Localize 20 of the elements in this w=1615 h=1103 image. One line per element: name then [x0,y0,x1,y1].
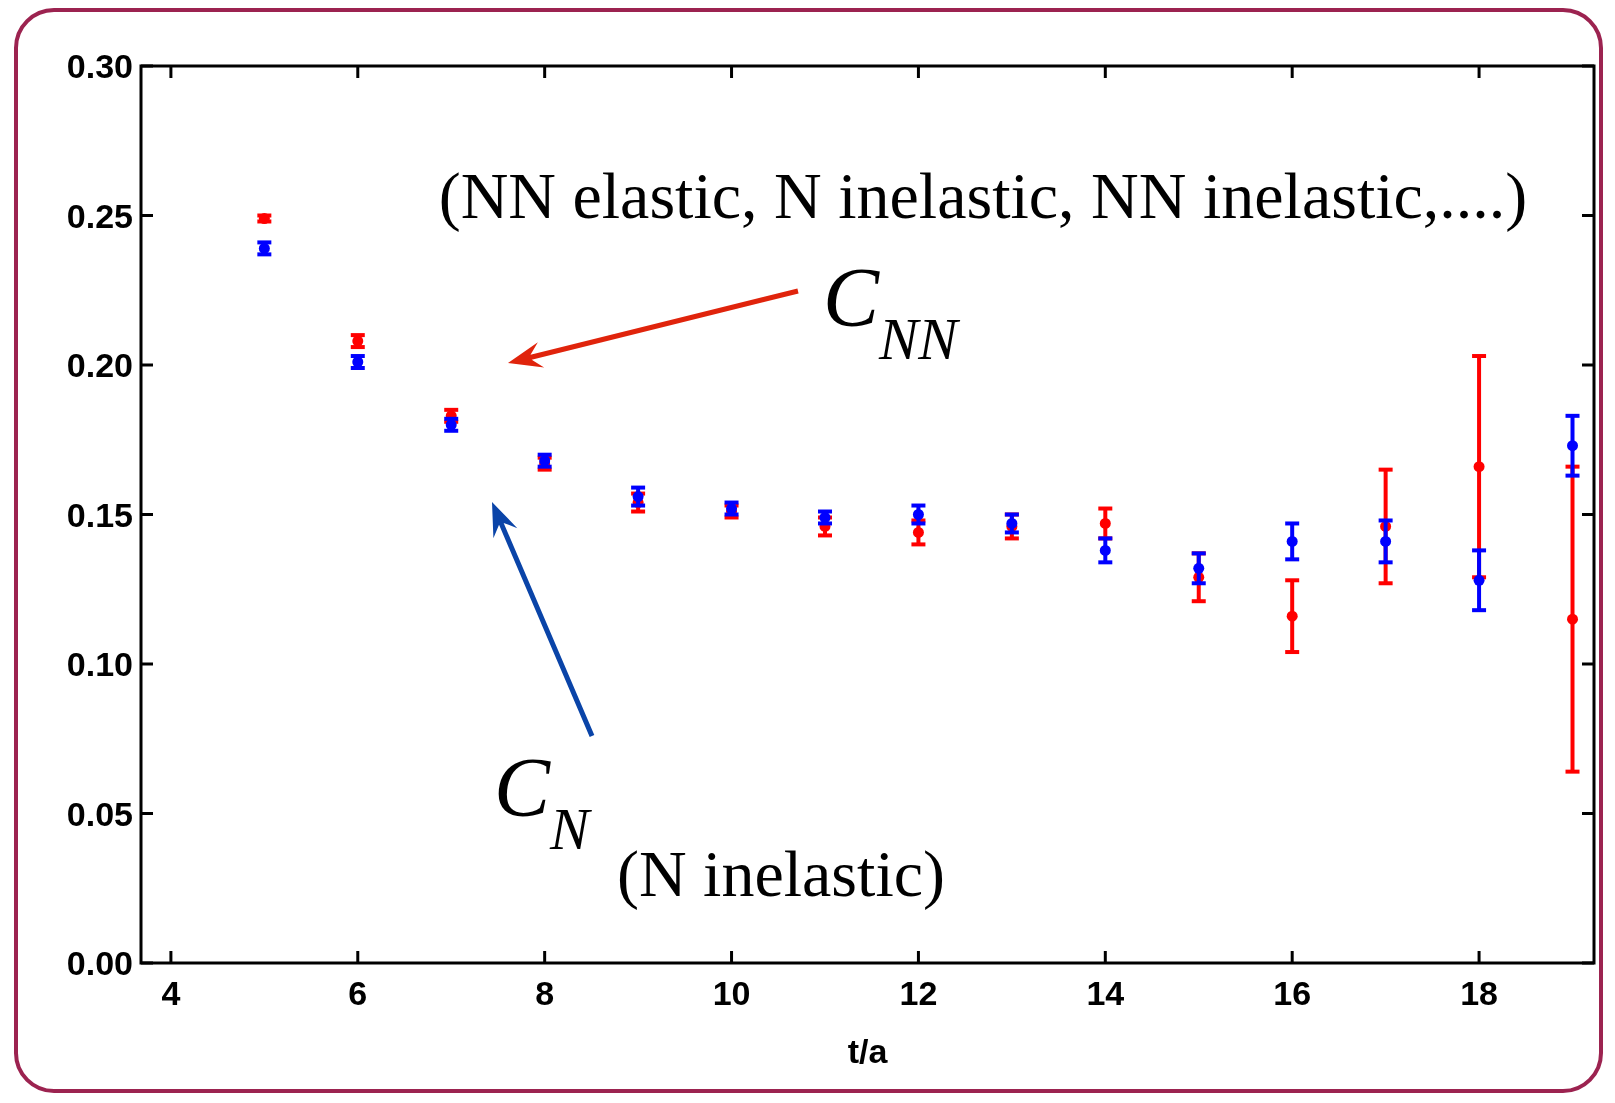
y-tick-label: 0.15 [66,495,133,534]
y-tick-label: 0.20 [66,346,133,384]
series-label: C$_{NN}$ [823,251,961,372]
x-tick-label: 18 [1460,974,1498,1012]
y-tick-label: 0.05 [66,794,133,833]
y-tick-label: 0.25 [66,196,133,235]
x-tick-label: 4 [161,974,181,1012]
x-tick-label: 14 [1086,974,1125,1012]
x-tick-label: 12 [899,974,938,1012]
y-tick-label: 0.00 [66,944,133,982]
y-tick-label: 0.10 [66,645,133,683]
x-tick-label: 10 [712,974,751,1012]
x-tick-label: 16 [1273,974,1312,1012]
x-tick-label: 6 [348,974,368,1012]
text: C$_{N}$ [494,741,593,862]
y-tick-label: 0.30 [66,47,133,85]
x-axis-title: t/a [847,1032,889,1070]
annotation: (NN elastic, N inelastic, NN inelastic,....) [438,159,1528,233]
annotation: (N inelastic) [616,837,946,911]
x-tick-label: 8 [535,974,555,1012]
